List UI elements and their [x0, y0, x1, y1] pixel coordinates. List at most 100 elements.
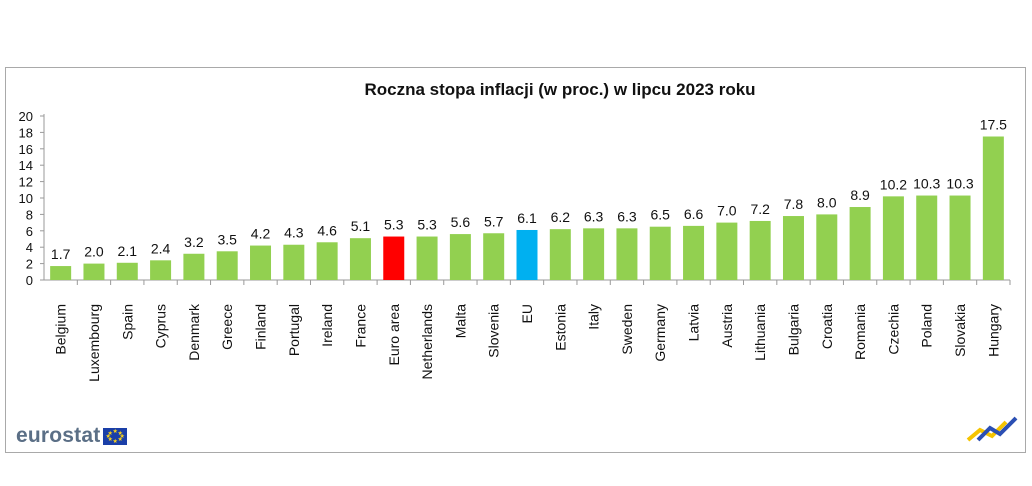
y-tick-label: 20 [19, 109, 33, 124]
value-label: 6.6 [684, 206, 704, 222]
category-label: Belgium [53, 304, 69, 355]
value-label: 5.3 [417, 217, 437, 233]
bar [549, 229, 571, 280]
value-label: 6.2 [551, 209, 571, 225]
value-label: 8.9 [850, 187, 870, 203]
bar [416, 236, 438, 280]
category-label: Slovenia [486, 304, 502, 358]
chart-title: Roczna stopa inflacji (w proc.) w lipcu … [364, 80, 756, 99]
bar [183, 253, 205, 280]
value-label: 2.1 [118, 243, 138, 259]
corner-brand-icon [966, 416, 1018, 442]
category-label: France [352, 304, 368, 348]
bar [982, 136, 1004, 280]
bar [116, 262, 138, 280]
category-label: Portugal [286, 304, 302, 356]
category-label: Luxembourg [86, 304, 102, 382]
bar [949, 195, 971, 280]
category-label: Austria [719, 304, 735, 348]
category-label: Lithuania [752, 304, 768, 361]
value-label: 3.5 [217, 231, 237, 247]
value-label: 5.7 [484, 213, 504, 229]
bar [150, 260, 172, 280]
bar [583, 228, 605, 280]
bar [649, 226, 671, 280]
bar [516, 229, 538, 280]
value-label: 1.7 [51, 246, 71, 262]
value-label: 2.0 [84, 244, 104, 260]
bar [383, 236, 405, 280]
value-label: 6.3 [617, 208, 637, 224]
value-label: 17.5 [980, 117, 1007, 133]
value-label: 8.0 [817, 194, 837, 210]
bar [483, 233, 505, 280]
category-label: Czechia [885, 304, 901, 355]
value-label: 7.8 [784, 196, 804, 212]
bar [849, 207, 871, 280]
category-label: Sweden [619, 304, 635, 355]
category-label: Latvia [686, 304, 702, 342]
value-label: 7.2 [750, 201, 770, 217]
eurostat-logo: eurostat ★ ★ ★ ★ ★ ★ ★ ★ [16, 424, 128, 448]
bar [782, 216, 804, 280]
bar [50, 266, 72, 280]
category-label: Romania [852, 304, 868, 360]
value-label: 2.4 [151, 240, 171, 256]
value-label: 10.2 [880, 176, 907, 192]
bar [616, 228, 638, 280]
bar [916, 195, 938, 280]
category-label: Spain [119, 304, 135, 340]
value-label: 5.1 [351, 218, 371, 234]
category-label: Ireland [319, 304, 335, 347]
y-tick-label: 10 [19, 191, 33, 206]
category-label: Bulgaria [785, 304, 801, 356]
y-tick-label: 16 [19, 142, 33, 157]
bar [216, 251, 238, 280]
bar [882, 196, 904, 280]
value-label: 4.2 [251, 226, 271, 242]
category-label: Slovakia [952, 304, 968, 357]
category-label: Finland [253, 304, 269, 350]
category-label: Estonia [552, 304, 568, 351]
value-label: 5.6 [451, 214, 471, 230]
eu-flag-icon: ★ ★ ★ ★ ★ ★ ★ ★ [103, 427, 128, 445]
bar [283, 244, 305, 280]
category-label: Poland [919, 304, 935, 348]
y-tick-label: 18 [19, 125, 33, 140]
bar [250, 245, 272, 280]
bar [749, 220, 771, 280]
category-label: Croatia [819, 304, 835, 349]
value-label: 5.3 [384, 217, 404, 233]
category-label: Hungary [985, 304, 1001, 357]
bar [716, 222, 738, 280]
bar [816, 214, 838, 280]
category-label: Malta [452, 304, 468, 338]
y-tick-label: 2 [26, 257, 33, 272]
logo-text: eurostat [16, 424, 101, 447]
value-label: 7.0 [717, 203, 737, 219]
value-label: 10.3 [913, 176, 940, 192]
category-label: Italy [586, 304, 602, 330]
y-tick-label: 6 [26, 224, 33, 239]
category-label: EU [519, 304, 535, 323]
value-label: 4.3 [284, 225, 304, 241]
value-label: 6.5 [651, 207, 671, 223]
category-label: Germany [652, 304, 668, 362]
category-label: Netherlands [419, 304, 435, 380]
category-label: Denmark [186, 303, 202, 361]
y-tick-label: 8 [26, 207, 33, 222]
value-label: 6.3 [584, 208, 604, 224]
bar [449, 234, 471, 280]
y-tick-label: 0 [26, 273, 33, 288]
category-label: Cyprus [153, 304, 169, 348]
y-tick-label: 14 [19, 158, 33, 173]
bar [316, 242, 338, 280]
bar [683, 225, 705, 280]
category-label: Greece [219, 304, 235, 350]
y-tick-label: 12 [19, 175, 33, 190]
value-label: 3.2 [184, 234, 204, 250]
category-label: Euro area [386, 304, 402, 366]
bar [83, 263, 105, 280]
value-label: 10.3 [946, 176, 973, 192]
